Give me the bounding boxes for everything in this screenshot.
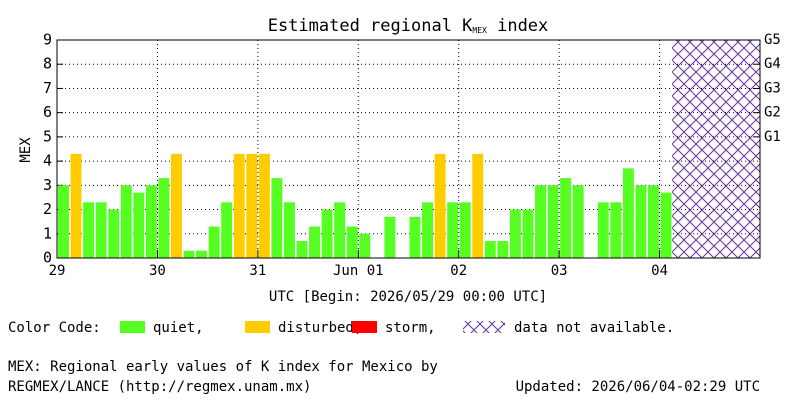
y2-tick-label: G3 bbox=[764, 80, 781, 96]
footer-line: REGMEX/LANCE (http://regmex.unam.mx) bbox=[8, 379, 311, 395]
x-tick-label: 02 bbox=[450, 263, 467, 279]
bar bbox=[309, 226, 321, 258]
y-tick-label: 7 bbox=[43, 79, 52, 97]
bar bbox=[484, 241, 496, 258]
bar bbox=[108, 209, 120, 258]
y-tick-label: 0 bbox=[43, 249, 52, 267]
bar bbox=[610, 202, 622, 258]
bar bbox=[170, 153, 182, 258]
x-tick-label: 29 bbox=[49, 263, 66, 279]
bar bbox=[384, 216, 396, 258]
legend-label: disturbed, bbox=[278, 320, 362, 336]
x-tick-label: 31 bbox=[249, 263, 266, 279]
title-subscript: MEX bbox=[472, 26, 487, 35]
bar bbox=[95, 202, 107, 258]
plot-border bbox=[56, 39, 761, 259]
y-tick-label: 1 bbox=[43, 224, 52, 242]
bar bbox=[83, 202, 95, 258]
bar bbox=[58, 185, 69, 258]
legend-label: storm, bbox=[385, 320, 436, 336]
bar bbox=[572, 185, 584, 258]
footer-updated: Updated: 2026/06/04-02:29 UTC bbox=[516, 379, 760, 395]
bar bbox=[522, 209, 534, 258]
legend-label: data not available. bbox=[514, 320, 674, 336]
bar bbox=[158, 178, 170, 258]
bar bbox=[258, 153, 270, 258]
footer-line: MEX: Regional early values of K index fo… bbox=[8, 359, 438, 375]
bar bbox=[208, 226, 220, 258]
y2-tick-label: G5 bbox=[764, 32, 781, 48]
bar bbox=[509, 209, 521, 258]
y-tick-label: 5 bbox=[43, 127, 52, 145]
legend-label: quiet, bbox=[153, 320, 204, 336]
y-tick-label: 4 bbox=[43, 152, 52, 170]
bar bbox=[497, 241, 509, 258]
legend-swatch bbox=[120, 321, 145, 333]
y-tick-label: 3 bbox=[43, 176, 52, 194]
legend-swatch bbox=[463, 321, 505, 333]
bar bbox=[459, 202, 471, 258]
bar bbox=[145, 185, 157, 258]
bar bbox=[472, 153, 484, 258]
bar bbox=[535, 185, 546, 258]
bar bbox=[434, 153, 446, 258]
y-tick-label: 6 bbox=[43, 103, 52, 121]
bar bbox=[334, 202, 346, 258]
legend-swatch bbox=[352, 321, 377, 333]
no-data-region bbox=[672, 40, 760, 258]
bar bbox=[296, 241, 308, 258]
bar bbox=[648, 185, 659, 258]
bar bbox=[271, 178, 283, 258]
bar bbox=[321, 209, 333, 258]
bar bbox=[359, 233, 371, 258]
title-main: Estimated regional K bbox=[268, 16, 473, 36]
bar bbox=[447, 202, 459, 258]
bar bbox=[660, 192, 672, 258]
bar bbox=[409, 216, 421, 258]
bar bbox=[196, 250, 208, 258]
x-tick-label: Jun 01 bbox=[333, 263, 384, 279]
y-axis-label: MEX bbox=[18, 137, 34, 163]
bar bbox=[70, 153, 82, 258]
bar bbox=[622, 168, 634, 258]
x-tick-label: 04 bbox=[651, 263, 668, 279]
chart-title: Estimated regional KMEX index bbox=[268, 16, 549, 36]
bar bbox=[246, 153, 258, 258]
x-tick-label: 30 bbox=[149, 263, 166, 279]
title-suffix: index bbox=[487, 16, 548, 36]
bar bbox=[635, 185, 647, 258]
bar bbox=[597, 202, 609, 258]
y2-tick-label: G1 bbox=[764, 129, 781, 145]
y-tick-label: 8 bbox=[43, 55, 52, 73]
y2-tick-label: G4 bbox=[764, 56, 781, 72]
bar bbox=[233, 153, 245, 258]
bar bbox=[346, 226, 358, 258]
legend-title: Color Code: bbox=[8, 320, 101, 336]
y2-tick-label: G2 bbox=[764, 105, 781, 121]
bar bbox=[283, 202, 295, 258]
bar bbox=[183, 250, 195, 258]
x-tick-label: 03 bbox=[551, 263, 568, 279]
bar bbox=[221, 202, 233, 258]
y-tick-label: 9 bbox=[43, 31, 52, 49]
bar bbox=[547, 185, 559, 258]
y-tick-label: 2 bbox=[43, 200, 52, 218]
legend-swatch bbox=[245, 321, 270, 333]
bar bbox=[133, 192, 145, 258]
bar bbox=[120, 185, 132, 258]
bar bbox=[422, 202, 434, 258]
bar bbox=[560, 178, 572, 258]
x-axis-label: UTC [Begin: 2026/05/29 00:00 UTC] bbox=[269, 289, 547, 305]
